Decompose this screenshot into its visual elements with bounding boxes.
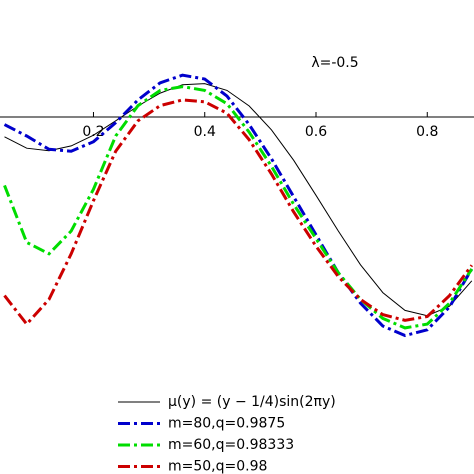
x-tick-label: 0.2 [82, 124, 104, 140]
legend-label: μ(y) = (y − 1/4)sin(2πy) [168, 394, 336, 410]
series-line [4, 83, 473, 317]
annotation: λ=-0.5 [311, 55, 358, 71]
x-tick-label: 0.8 [416, 124, 438, 140]
legend-label: m=80,q=0.9875 [168, 416, 285, 432]
series-line [3, 85, 474, 330]
legend-label: m=60,q=0.98333 [168, 437, 294, 453]
series-line [3, 73, 474, 338]
legend-label: m=50,q=0.98 [168, 459, 267, 474]
x-tick-label: 0.6 [305, 124, 327, 140]
series-line [3, 98, 474, 327]
x-tick-label: 0.4 [194, 124, 216, 140]
